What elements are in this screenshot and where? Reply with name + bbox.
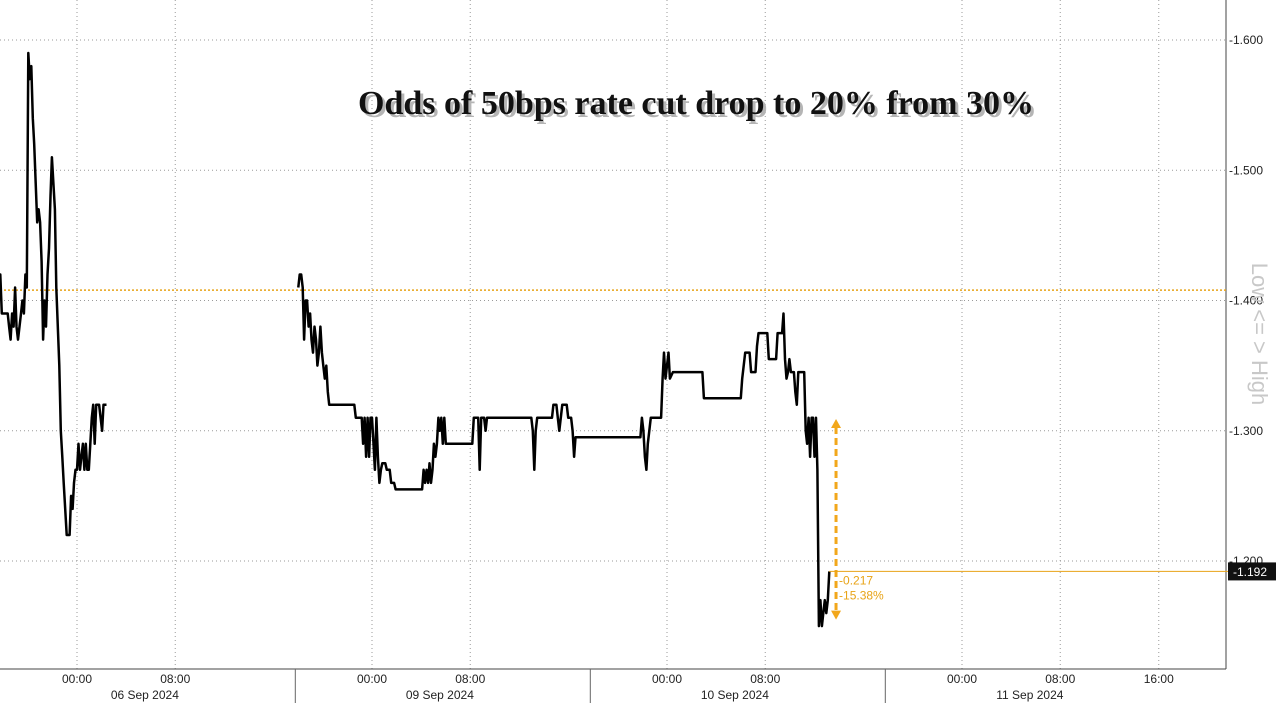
- day-label: 10 Sep 2024: [701, 688, 769, 702]
- x-tick-label: 08:00: [1045, 672, 1075, 686]
- day-label: 09 Sep 2024: [406, 688, 474, 702]
- last-value-badge: [1228, 562, 1276, 581]
- x-tick-label: 16:00: [1144, 672, 1174, 686]
- chart-title: Odds of 50bps rate cut drop to 20% from …: [358, 85, 1034, 122]
- chart-title-shadow: Odds of 50bps rate cut drop to 20% from …: [361, 88, 1037, 125]
- x-tick-labels: 00:00 08:00 00:00 08:00 00:00 08:00 00:00 08:00…: [62, 672, 1174, 686]
- change-annotation: -0.217: [839, 573, 873, 587]
- x-tick-label: 08:00: [455, 672, 485, 686]
- change-arrow-head-down: [831, 610, 842, 620]
- x-tick-label: 00:00: [62, 672, 92, 686]
- series-line: [0, 51, 831, 628]
- day-label: 06 Sep 2024: [111, 688, 179, 702]
- y-axis-title: Low <= > High: [1247, 263, 1272, 405]
- x-tick-label: 00:00: [652, 672, 682, 686]
- y-tick-labels: -1.600-1.500-1.400-1.300-1.200: [1229, 33, 1263, 568]
- day-label: 11 Sep 2024: [996, 688, 1063, 702]
- y-tick-label: -1.300: [1229, 424, 1263, 438]
- y-tick-label: -1.400: [1229, 294, 1263, 308]
- day-dividers: [294, 669, 886, 703]
- y-tick-label: -1.600: [1229, 33, 1263, 47]
- last-value-label: -1.192: [1233, 565, 1267, 579]
- x-tick-label: 00:00: [947, 672, 977, 686]
- x-tick-label: 00:00: [357, 672, 387, 686]
- x-tick-label: 08:00: [160, 672, 190, 686]
- x-tick-label: 08:00: [750, 672, 780, 686]
- change-arrow-head-up: [831, 419, 842, 429]
- change-percent-annotation: -15.38%: [839, 588, 884, 602]
- day-labels: 06 Sep 2024 09 Sep 2024 10 Sep 2024 11 Sep …: [111, 688, 1064, 702]
- y-tick-label: -1.500: [1229, 163, 1263, 177]
- horizontal-gridlines: [0, 39, 1226, 562]
